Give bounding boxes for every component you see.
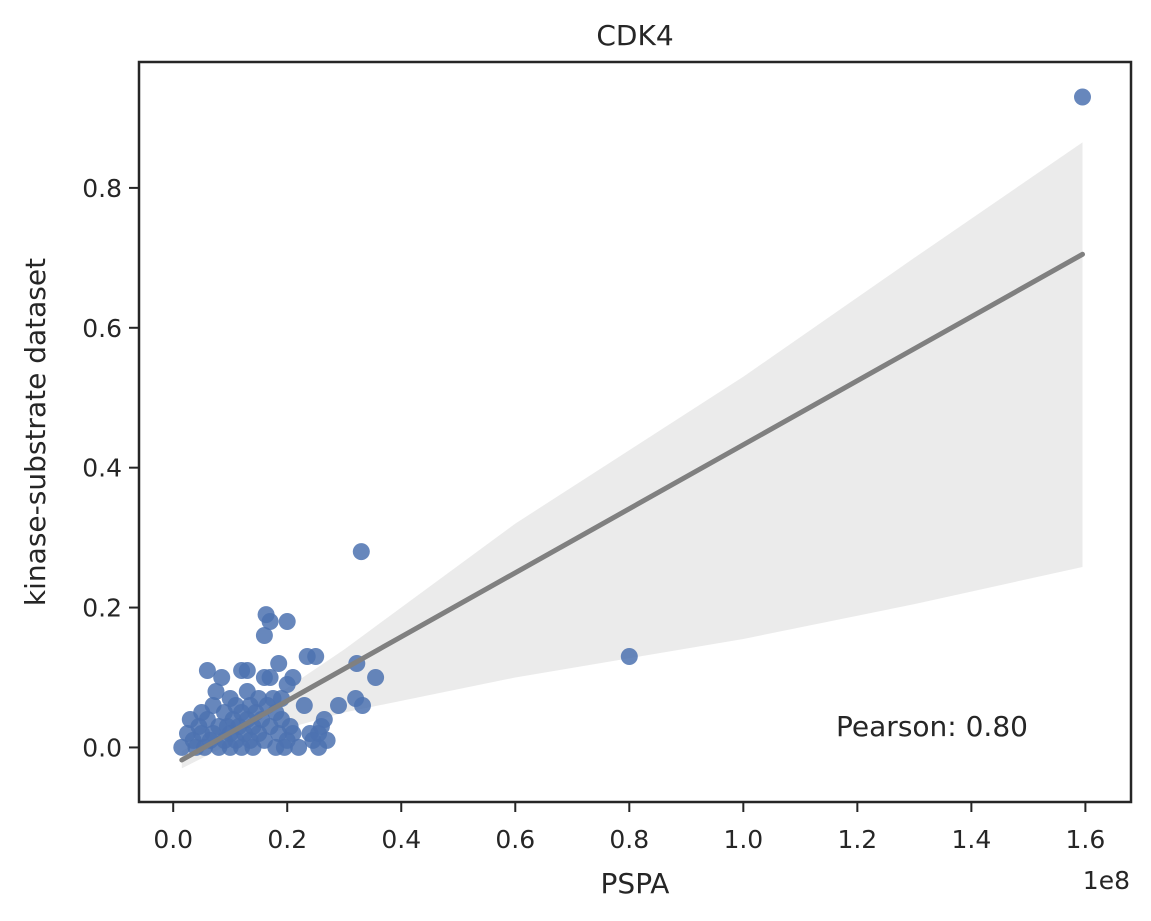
data-point [330,697,347,714]
data-point [207,683,225,700]
x-tick-label: 1.0 [723,825,763,854]
y-axis: 0.0 0.2 0.4 0.6 0.8 [82,174,139,762]
x-tick-label: 0.8 [609,825,649,854]
regression-line [179,251,1085,763]
y-tick-label: 0.4 [82,454,122,483]
data-point [278,613,296,630]
data-point [238,662,256,679]
data-point [367,669,385,686]
data-point [270,655,288,672]
data-point [213,669,231,686]
data-point [198,662,216,679]
data-point [261,669,279,686]
x-axis-title: PSPA [601,867,670,900]
data-point [284,725,302,742]
data-point [290,738,308,756]
y-axis-title: kinase-substrate dataset [19,258,52,606]
axes-frame [137,60,1133,804]
data-point [620,648,638,665]
y-tick-label: 0.0 [82,733,122,762]
data-point [354,697,371,714]
data-point [255,627,273,644]
data-point [1074,88,1091,106]
x-axis-offset-label: 1e8 [1083,866,1130,895]
x-tick-label: 0.0 [153,825,193,854]
x-axis: 0.0 0.2 0.4 0.6 0.8 1.0 1.2 1.4 1.6 [153,802,1105,854]
chart-title: CDK4 [596,19,673,52]
data-point [318,731,336,749]
y-tick-label: 0.8 [82,174,122,203]
x-tick-label: 1.4 [951,825,991,854]
y-tick-label: 0.6 [82,314,122,343]
x-tick-label: 1.6 [1066,825,1106,854]
confidence-band [181,142,1083,769]
data-point [315,711,333,728]
plot-area [173,88,1091,769]
x-tick-label: 1.2 [837,825,877,854]
data-point [261,613,279,630]
data-point [307,648,325,665]
x-tick-label: 0.4 [381,825,421,854]
y-tick-label: 0.2 [82,594,122,623]
data-point [352,543,370,561]
data-point [284,669,302,686]
x-tick-label: 0.6 [495,825,535,854]
x-tick-label: 0.2 [267,825,307,854]
data-point [295,697,313,714]
pearson-annotation: Pearson: 0.80 [836,710,1028,743]
